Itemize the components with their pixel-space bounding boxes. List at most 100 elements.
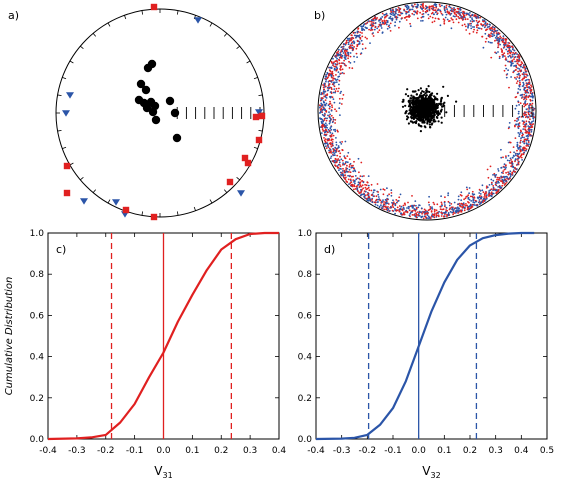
ring-dot: [511, 171, 514, 174]
cluster-dot: [440, 116, 443, 119]
cluster-dot: [422, 97, 425, 100]
ring-dot: [366, 27, 368, 29]
ring-dot: [464, 25, 467, 28]
ring-dot: [530, 122, 533, 124]
ring-dot: [467, 205, 470, 208]
ring-dot: [361, 180, 363, 182]
ring-dot: [384, 198, 387, 201]
ring-dot: [484, 199, 487, 201]
ring-dot: [389, 8, 392, 11]
ring-dot: [471, 14, 474, 17]
ring-dot: [516, 149, 518, 152]
ring-dot: [331, 106, 334, 109]
ring-dot: [411, 195, 413, 197]
cluster-dot: [419, 110, 422, 113]
cluster-dot: [408, 104, 411, 107]
stereonet-b: b): [314, 1, 537, 221]
ring-dot: [490, 195, 493, 198]
ring-dot: [441, 203, 443, 206]
ring-dot: [478, 27, 481, 30]
ring-dot: [338, 102, 341, 104]
ring-dot: [399, 14, 401, 17]
ring-dot: [350, 165, 353, 167]
ring-dot: [517, 123, 519, 125]
ring-dot: [338, 107, 341, 110]
ring-dot: [502, 53, 504, 56]
ring-dot: [509, 175, 512, 178]
ring-dot: [340, 57, 343, 59]
ring-dot: [489, 36, 491, 38]
ring-dot: [499, 186, 502, 188]
ring-dot: [388, 193, 390, 196]
ring-dot: [420, 207, 423, 210]
ring-dot: [416, 211, 419, 214]
ring-dot: [339, 52, 342, 54]
ring-dot: [319, 109, 322, 111]
ring-dot: [513, 58, 515, 60]
cluster-dot: [442, 105, 445, 108]
azimuth-tick: [223, 189, 228, 193]
ring-dot: [329, 86, 331, 89]
ring-dot: [327, 128, 330, 131]
ring-dot: [434, 17, 437, 20]
ring-dot: [523, 114, 526, 117]
ring-dot: [453, 9, 456, 12]
ring-dot: [433, 214, 436, 217]
ring-dot: [499, 38, 501, 40]
ring-dot: [487, 41, 490, 43]
ring-dot: [360, 161, 363, 164]
cluster-dot: [419, 87, 422, 90]
ring-dot: [517, 55, 519, 58]
ring-dot: [360, 52, 363, 55]
ring-dot: [532, 109, 535, 111]
ring-dot: [383, 208, 385, 211]
ring-dot: [485, 197, 488, 200]
ring-dot: [339, 68, 342, 70]
ring-dot: [417, 214, 420, 217]
ring-dot: [377, 25, 380, 28]
ring-dot: [521, 134, 523, 137]
ring-dot: [357, 157, 360, 160]
ring-dot: [353, 55, 355, 58]
ring-dot: [477, 21, 480, 24]
ring-dot: [415, 216, 418, 219]
ring-dot: [447, 194, 449, 197]
ring-dot: [329, 142, 332, 144]
ring-dot: [522, 121, 525, 124]
ring-dot: [518, 122, 521, 124]
ring-dot: [516, 120, 518, 122]
ring-dot: [517, 70, 519, 73]
ring-dot: [518, 77, 521, 80]
ring-dot: [362, 181, 365, 184]
ring-dot: [333, 61, 335, 64]
ring-dot: [355, 178, 358, 181]
ring-dot: [518, 135, 521, 138]
ring-dot: [369, 42, 371, 44]
ring-dot: [430, 7, 433, 10]
ring-dot: [339, 53, 342, 56]
ring-dot: [343, 56, 346, 59]
ring-dot: [396, 16, 399, 19]
ring-dot: [326, 124, 328, 126]
ring-dot: [445, 13, 448, 16]
ring-dot: [525, 103, 527, 106]
ring-dot: [323, 142, 326, 145]
ring-dot: [378, 206, 381, 209]
ring-dot: [330, 109, 333, 112]
ring-dot: [525, 120, 528, 123]
ring-dot: [433, 209, 436, 212]
ring-dot: [445, 6, 448, 9]
ring-dot: [427, 201, 430, 204]
ring-dot: [529, 125, 531, 128]
ring-dot: [524, 86, 527, 89]
ring-dot: [340, 62, 343, 64]
ring-dot: [398, 208, 401, 211]
ring-dot: [336, 61, 339, 63]
ring-dot: [517, 67, 519, 70]
ring-dot: [509, 141, 512, 144]
ring-dot: [360, 193, 363, 196]
ring-dot: [413, 213, 416, 216]
ring-dot: [330, 145, 333, 148]
cluster-dot: [417, 123, 420, 126]
cluster-dot: [426, 106, 429, 109]
